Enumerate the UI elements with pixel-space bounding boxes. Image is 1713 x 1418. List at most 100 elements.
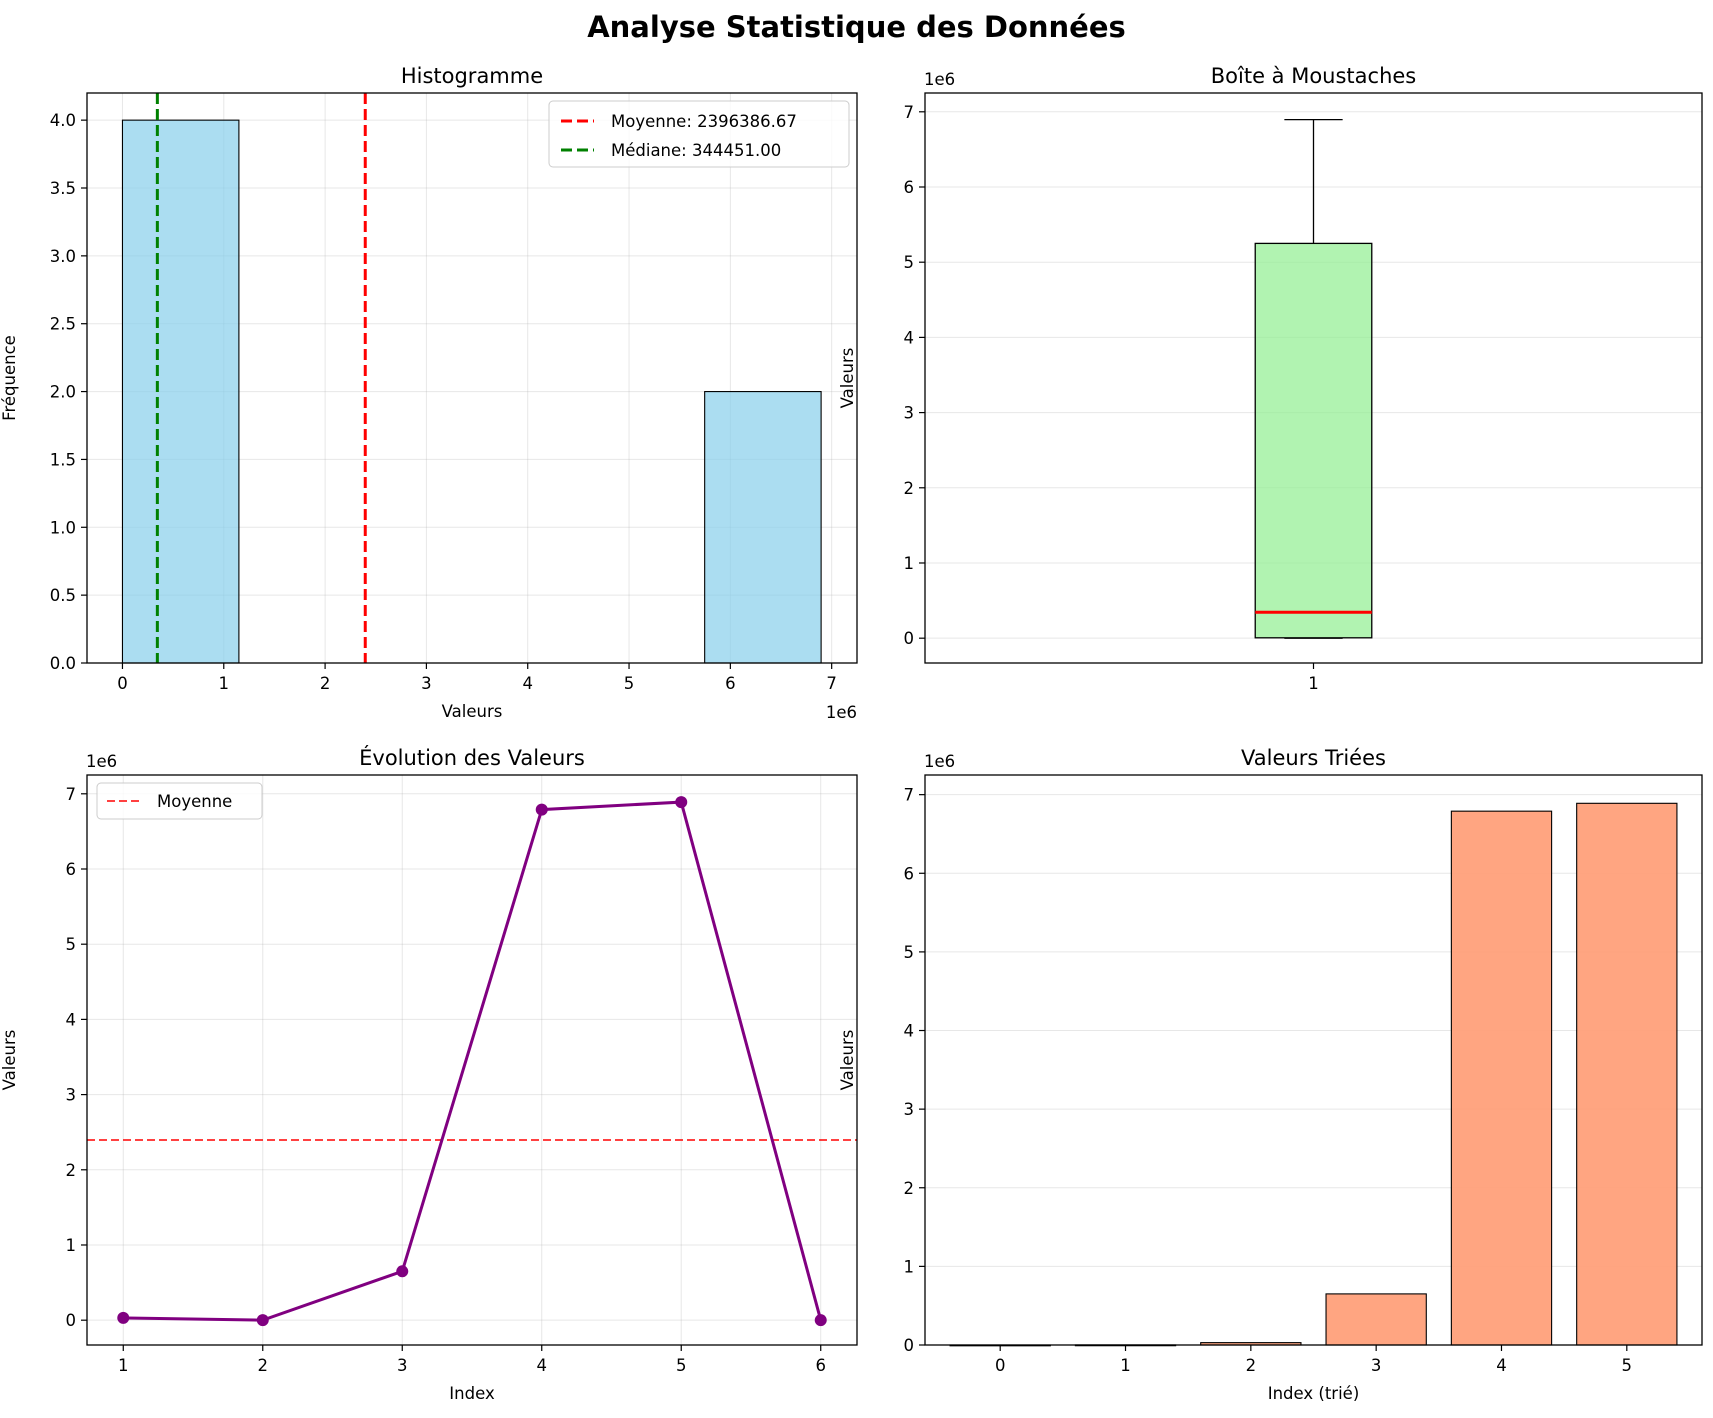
y-tick-label: 1	[904, 1257, 915, 1276]
y-tick-label: 3.5	[50, 179, 76, 198]
bar	[1450, 810, 1553, 1346]
plot-frame	[924, 774, 1703, 1346]
x-tick-label: 1	[1120, 1356, 1131, 1375]
subplot-2: Boîte à Moustaches 0 1 2 3 4 5 6 7 1 Valeurs 1e6	[838, 64, 1703, 693]
x-tick-label: 5	[624, 674, 635, 693]
y-tick-label: 0	[66, 1311, 77, 1330]
y-tick-label: 2	[904, 479, 915, 498]
y-tick-label: 7	[904, 103, 915, 122]
y-tick-label: 5	[904, 253, 915, 272]
data-point	[117, 1311, 130, 1324]
legend-label: Moyenne	[157, 792, 232, 811]
x-tick-label: 1	[1308, 674, 1319, 693]
box-body	[1254, 242, 1373, 639]
legend-box	[96, 782, 263, 820]
data-point	[814, 1314, 827, 1327]
x-tick-label: 6	[725, 674, 736, 693]
y-offset-label: 1e6	[924, 752, 955, 771]
bar	[1576, 802, 1678, 1346]
subplot-title: Boîte à Moustaches	[1211, 64, 1417, 88]
x-tick-label: 7	[826, 674, 837, 693]
y-tick-label: 6	[904, 864, 915, 883]
y-tick-label: 4	[904, 328, 915, 347]
y-tick-label: 3	[904, 1100, 915, 1119]
x-tick-label: 1	[118, 1356, 129, 1375]
y-axis-label: Valeurs	[0, 1030, 19, 1091]
y-tick-label: 0.5	[50, 586, 76, 605]
y-tick-label: 2.0	[50, 383, 76, 402]
y-tick-label: 1.5	[50, 450, 76, 469]
data-point	[396, 1265, 409, 1278]
y-tick-label: 2	[904, 1179, 915, 1198]
y-tick-label: 7	[66, 785, 77, 804]
y-tick-label: 6	[66, 860, 77, 879]
y-offset-label: 1e6	[924, 70, 955, 89]
y-tick-label: 5	[66, 935, 77, 954]
data-point	[675, 796, 688, 809]
x-tick-label: 3	[421, 674, 432, 693]
x-axis-label: Index (trié)	[1268, 1384, 1360, 1403]
plot-frame	[86, 774, 858, 1346]
x-tick-label: 5	[676, 1356, 687, 1375]
x-tick-label: 4	[522, 674, 533, 693]
figure-title: Analyse Statistique des Données	[587, 10, 1126, 44]
y-tick-label: 0	[904, 1336, 915, 1355]
y-tick-label: 2	[66, 1161, 77, 1180]
x-tick-label: 3	[1371, 1356, 1382, 1375]
y-tick-label: 1	[904, 554, 915, 573]
x-tick-label: 4	[1496, 1356, 1507, 1375]
x-tick-label: 5	[1622, 1356, 1633, 1375]
legend-box	[548, 100, 850, 168]
legend-label: Moyenne: 2396386.67	[611, 112, 797, 131]
y-axis-label: Valeurs	[838, 348, 857, 409]
histogram-bar	[704, 391, 822, 664]
x-tick-label: 2	[320, 674, 331, 693]
x-tick-label: 0	[117, 674, 128, 693]
series-line	[123, 800, 823, 1322]
y-tick-label: 3	[904, 404, 915, 423]
y-tick-label: 5	[904, 943, 915, 962]
legend-label: Médiane: 344451.00	[611, 141, 781, 160]
data-point	[256, 1314, 269, 1327]
x-tick-label: 0	[995, 1356, 1006, 1375]
x-tick-label: 2	[1246, 1356, 1257, 1375]
subplot-3: Évolution des Valeurs 0 1 2 3 4 5 6 7 1 2 3 4 5 6 Index…	[0, 745, 858, 1403]
box-plot	[1254, 118, 1373, 639]
histogram-bar	[121, 119, 240, 664]
y-tick-label: 2.5	[50, 315, 76, 334]
x-tick-label: 3	[397, 1356, 408, 1375]
y-tick-label: 6	[904, 178, 915, 197]
y-axis-label: Valeurs	[838, 1030, 857, 1091]
y-tick-label: 4	[904, 1022, 915, 1041]
x-tick-label: 2	[258, 1356, 269, 1375]
subplot-title: Évolution des Valeurs	[359, 745, 585, 770]
subplot-1: Histogramme 0.0 0.5 1.0 1.5 2.0 2.5 3.0 3.5 4.0 0 1…	[0, 64, 858, 722]
plot-frame	[86, 92, 858, 664]
y-offset-label: 1e6	[86, 752, 117, 771]
y-tick-label: 1.0	[50, 518, 76, 537]
y-tick-label: 3	[66, 1086, 77, 1105]
x-offset-label: 1e6	[826, 703, 857, 722]
y-tick-label: 4	[66, 1010, 77, 1029]
y-axis-label: Fréquence	[0, 335, 19, 421]
y-tick-label: 3.0	[50, 247, 76, 266]
legend: Moyenne: 2396386.67 Médiane: 344451.00	[548, 100, 850, 168]
y-tick-label: 0.0	[50, 654, 76, 673]
bar	[1325, 1293, 1427, 1346]
x-axis-label: Valeurs	[442, 702, 503, 721]
x-tick-label: 4	[536, 1356, 547, 1375]
x-axis-label: Index	[449, 1384, 495, 1403]
x-tick-label: 1	[219, 674, 230, 693]
y-tick-label: 4.0	[50, 111, 76, 130]
y-tick-label: 1	[66, 1236, 77, 1255]
x-tick-label: 6	[815, 1356, 826, 1375]
subplot-title: Histogramme	[401, 64, 543, 88]
subplot-title: Valeurs Triées	[1241, 746, 1386, 770]
legend: Moyenne	[96, 782, 263, 820]
plot-frame	[924, 92, 1703, 664]
y-tick-label: 7	[904, 786, 915, 805]
data-point	[535, 803, 548, 816]
subplot-4: Valeurs Triées 0 1 2 3 4 5 6 7 0 1 2 3 4 5 Index (trié)…	[838, 746, 1703, 1403]
y-tick-label: 0	[904, 629, 915, 648]
